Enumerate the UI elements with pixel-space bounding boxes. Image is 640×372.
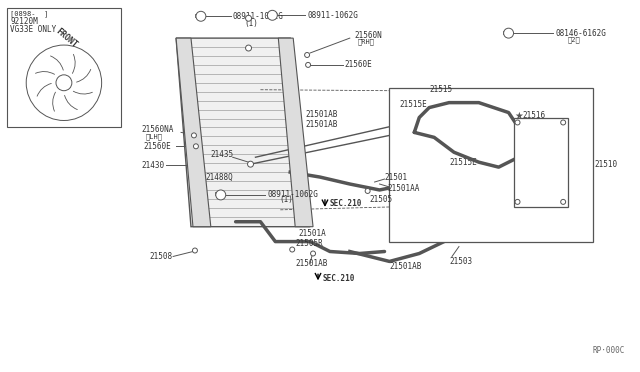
Text: N: N (266, 13, 270, 18)
Text: 21515: 21515 (429, 85, 452, 94)
Circle shape (515, 120, 520, 125)
Text: 21501AB: 21501AB (295, 259, 328, 268)
Circle shape (561, 120, 566, 125)
Text: 21501AB: 21501AB (305, 110, 337, 119)
Text: 21508: 21508 (149, 252, 172, 261)
Text: FRONT: FRONT (54, 27, 79, 49)
Text: (1): (1) (244, 19, 259, 28)
Text: 21501AB: 21501AB (305, 120, 337, 129)
Circle shape (26, 45, 102, 121)
Text: B: B (503, 31, 506, 36)
Circle shape (246, 15, 252, 21)
Bar (390, 88, 593, 241)
Text: 21505R: 21505R (295, 239, 323, 248)
Text: 21515E: 21515E (449, 158, 477, 167)
Polygon shape (278, 38, 313, 227)
Circle shape (248, 161, 253, 167)
Text: N: N (215, 192, 219, 198)
Text: 21516: 21516 (522, 111, 546, 120)
Polygon shape (32, 17, 57, 33)
Text: VG33E ONLY: VG33E ONLY (10, 25, 56, 34)
Text: RP·000C: RP·000C (593, 346, 625, 355)
Text: （RH）: （RH） (358, 39, 374, 45)
Text: 08146-6162G: 08146-6162G (556, 29, 606, 38)
Text: 21560NA: 21560NA (141, 125, 173, 134)
Circle shape (305, 52, 310, 57)
Circle shape (216, 190, 226, 200)
Text: 〈LH〉: 〈LH〉 (145, 133, 163, 140)
Text: 21560N: 21560N (355, 31, 383, 40)
Text: 21560E: 21560E (143, 142, 171, 151)
Bar (513, 118, 568, 207)
Text: 92120M: 92120M (10, 17, 38, 26)
Circle shape (504, 28, 513, 38)
Text: 。2）: 。2） (567, 37, 580, 44)
Text: [0898-  ]: [0898- ] (10, 10, 49, 17)
Text: SEC.210: SEC.210 (323, 274, 355, 283)
Text: N: N (195, 14, 199, 19)
Circle shape (191, 133, 196, 138)
Text: 21560E: 21560E (345, 60, 372, 70)
Polygon shape (176, 38, 211, 227)
Text: 21503: 21503 (449, 257, 472, 266)
Text: 21505: 21505 (370, 195, 393, 204)
Circle shape (515, 199, 520, 204)
Text: 21501AB: 21501AB (390, 262, 422, 271)
Circle shape (56, 75, 72, 91)
Circle shape (193, 144, 198, 149)
Polygon shape (176, 38, 310, 227)
Text: 21488Q: 21488Q (206, 173, 234, 182)
Text: 08911-1062G: 08911-1062G (268, 190, 318, 199)
Bar (7, 8, 122, 128)
Text: ★: ★ (514, 110, 523, 121)
Text: 21501A: 21501A (298, 229, 326, 238)
Circle shape (310, 251, 316, 256)
Circle shape (561, 199, 566, 204)
Text: 21515E: 21515E (399, 100, 427, 109)
Circle shape (268, 10, 277, 20)
Circle shape (306, 62, 310, 67)
Circle shape (246, 45, 252, 51)
Circle shape (365, 189, 370, 193)
Text: (1): (1) (279, 195, 293, 204)
Text: 21510: 21510 (595, 160, 618, 169)
Text: 08911-1062G: 08911-1062G (307, 11, 358, 20)
Circle shape (290, 247, 294, 252)
Text: SEC.210: SEC.210 (330, 199, 362, 208)
Text: 08911-1062G: 08911-1062G (233, 12, 284, 21)
Circle shape (196, 11, 206, 21)
Text: 21435: 21435 (211, 150, 234, 159)
Text: 21501AA: 21501AA (387, 185, 420, 193)
Text: 21501: 21501 (385, 173, 408, 182)
Text: 21430: 21430 (141, 161, 164, 170)
Circle shape (193, 248, 197, 253)
